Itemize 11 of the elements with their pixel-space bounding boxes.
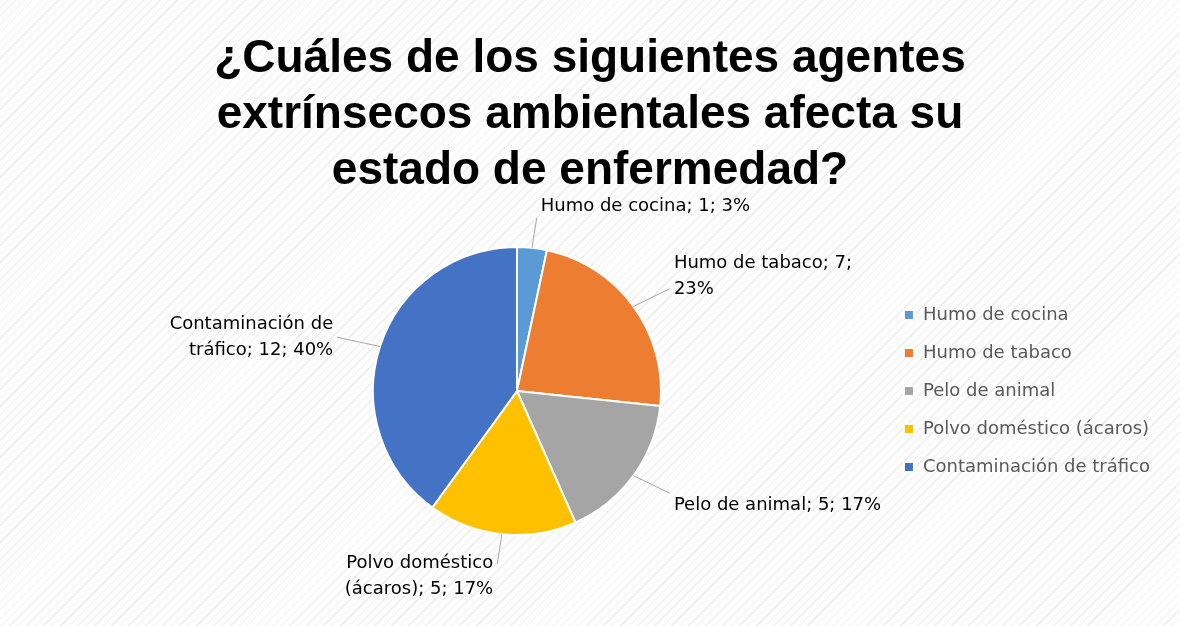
- legend-label: Contaminación de tráfico: [922, 454, 1151, 476]
- chart-title: ¿Cuáles de los siguientes agentes extrínsecos ambientales afecta su estado de enfermedad?: [213, 29, 967, 196]
- data-label: Polvo doméstico (ácaros); 5; 17%: [344, 550, 494, 598]
- data-label: Humo de cocina; 1; 3%: [540, 193, 750, 215]
- data-label: Contaminación de tráfico; 12; 40%: [169, 311, 334, 359]
- data-label: Humo de tabaco; 7; 23%: [673, 251, 853, 299]
- data-label: Pelo de animal; 5; 17%: [673, 492, 882, 514]
- legend-label: Polvo doméstico (ácaros): [922, 416, 1150, 438]
- legend-label: Humo de cocina: [922, 302, 1069, 324]
- legend-label: Pelo de animal: [922, 378, 1056, 400]
- legend-label: Humo de tabaco: [922, 340, 1072, 362]
